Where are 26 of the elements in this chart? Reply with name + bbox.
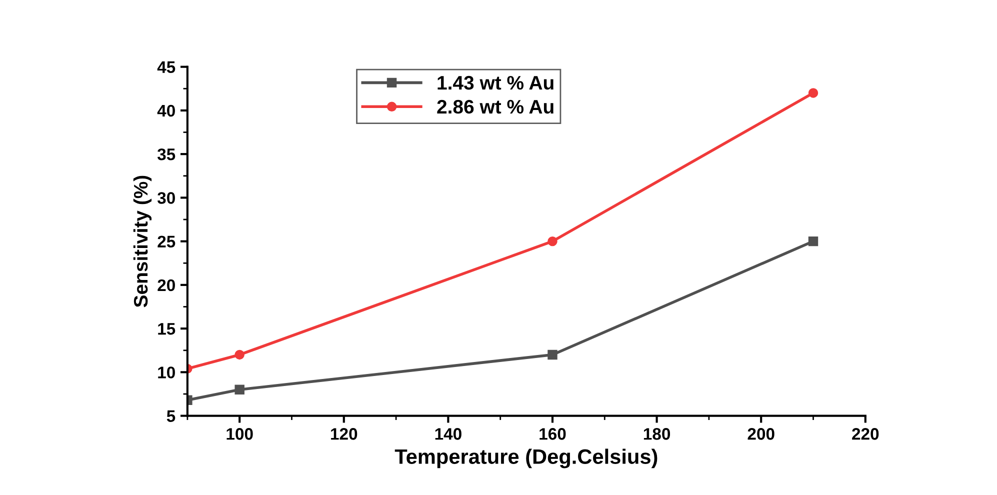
y-tick-label: 15 — [158, 323, 176, 335]
y-tick-label: 30 — [157, 192, 175, 204]
y-tick-label: 25 — [158, 236, 176, 248]
y-tick-label: 35 — [157, 148, 176, 160]
x-tick-label: 200 — [748, 428, 774, 440]
y-tick-label: 45 — [157, 61, 176, 74]
x-tick-label: 220 — [852, 428, 879, 440]
x-axis-title: Temperature (Deg.Celsius) — [394, 448, 658, 468]
point — [808, 236, 818, 246]
point — [808, 88, 818, 98]
y-tick-label: 20 — [158, 279, 175, 292]
y-tick-label: 40 — [157, 104, 175, 117]
legend-label: 2.86 wt % Au — [437, 100, 554, 114]
x-tick-label: 120 — [331, 428, 358, 440]
x-tick-label: 160 — [540, 428, 566, 440]
x-tick-label: 140 — [435, 428, 462, 440]
x-tick-label: 180 — [644, 428, 670, 440]
point — [548, 236, 558, 246]
point — [234, 350, 244, 360]
y-tick-label: 10 — [158, 366, 175, 378]
point — [234, 384, 244, 394]
y-tick-label: 5 — [166, 410, 176, 422]
legend-label: 1.43 wt % Au — [438, 76, 554, 90]
point — [548, 350, 558, 360]
y-axis-title: Sensitivity (%) — [133, 176, 152, 308]
x-tick-label: 100 — [226, 428, 253, 440]
